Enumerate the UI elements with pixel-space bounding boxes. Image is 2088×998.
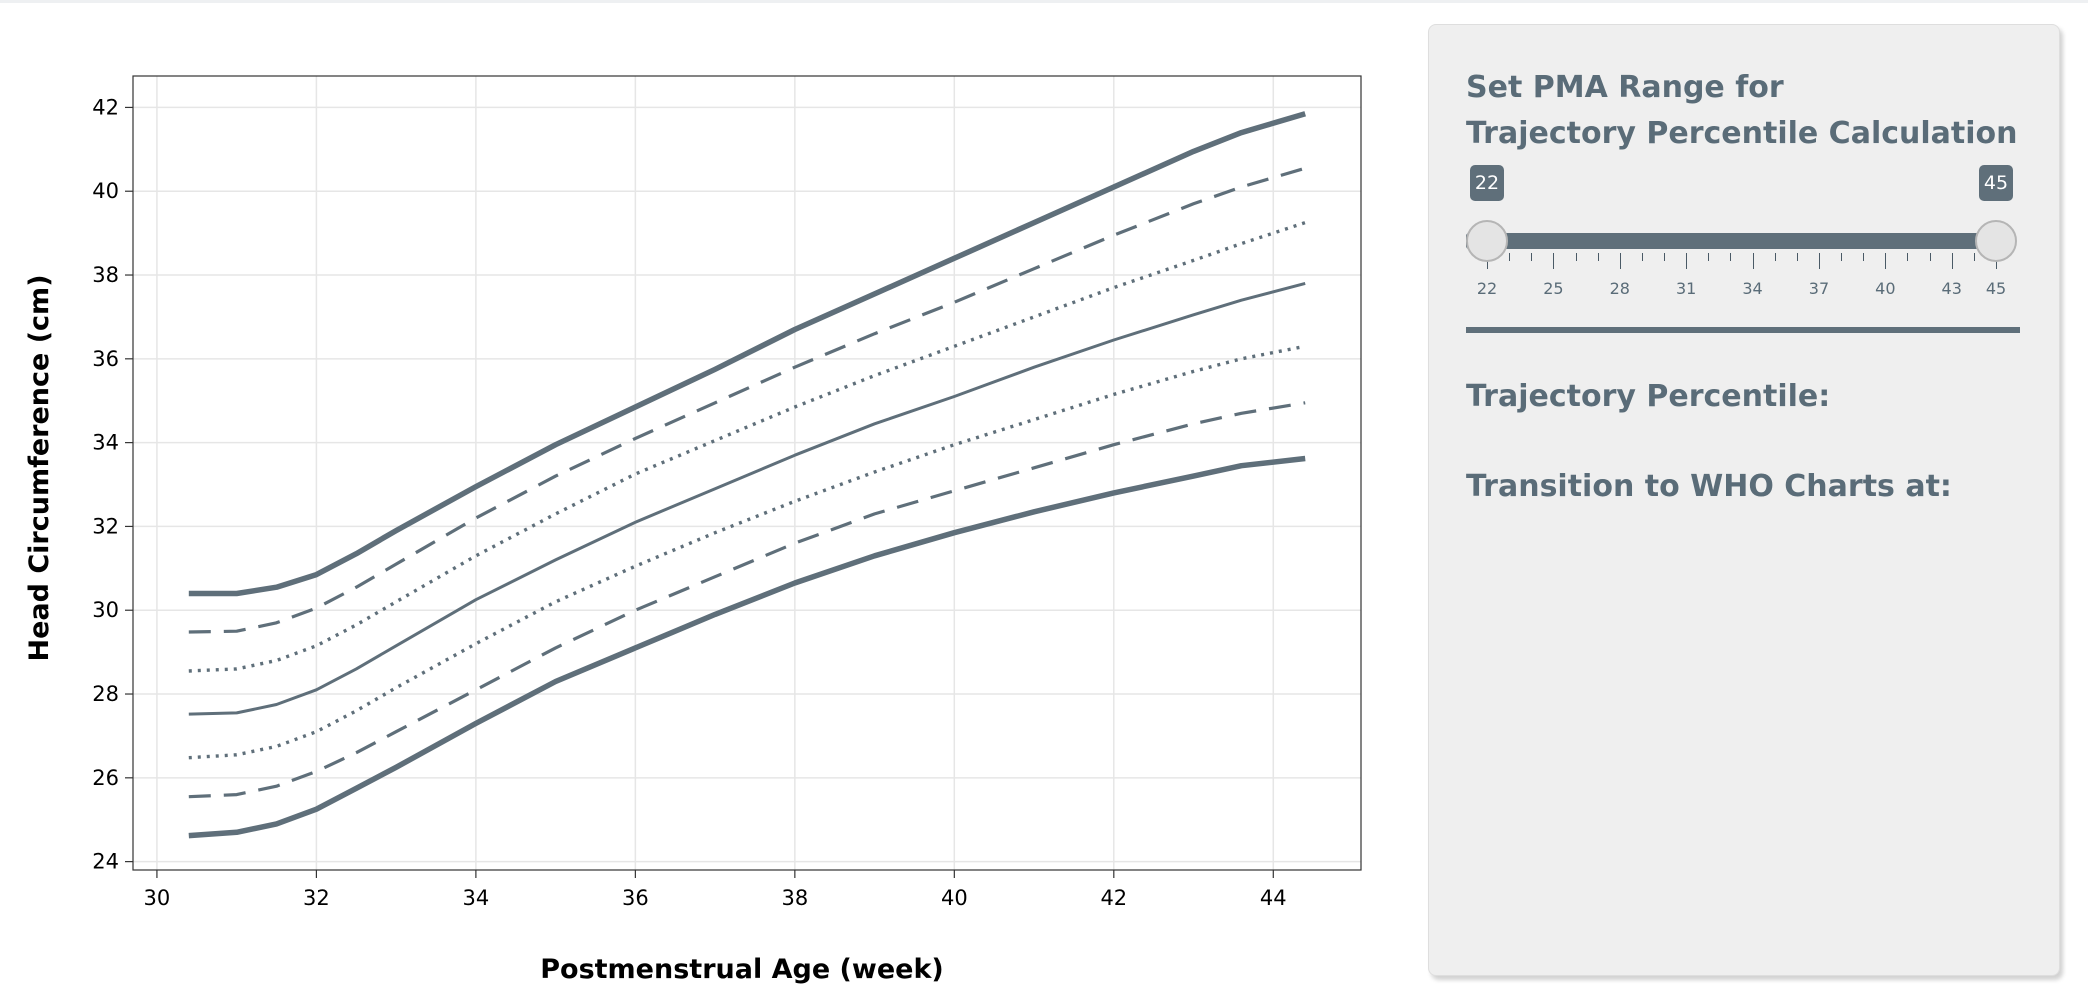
pma-range-slider[interactable]: 22 25 28 31 34 37 40 43 45 22 45 [1466,165,2026,305]
percentile-curve-1 [188,455,1306,839]
panel-divider [1466,327,2020,333]
y-tick-label: 38 [92,263,119,287]
x-tick-label: 32 [303,886,330,910]
slider-minor-tick [1575,253,1577,261]
slider-tick-label: 45 [1985,279,2007,298]
slider-tick-label: 40 [1875,279,1896,298]
y-tick-label: 32 [92,514,119,538]
slider-minor-tick [1664,253,1666,261]
slider-minor-tick [1597,253,1599,261]
y-tick-label: 40 [92,179,119,203]
plot-border [132,75,1362,871]
percentile-curve-6 [188,166,1306,634]
slider-minor-tick [1730,253,1732,261]
slider-track[interactable] [1466,233,1996,249]
percentile-curve-2 [188,401,1306,799]
slider-minor-tick [1708,253,1710,261]
panel-title-line2: Trajectory Percentile Calculation [1466,116,2018,151]
x-tick-label: 30 [144,886,171,910]
x-tick-label: 42 [1100,886,1127,910]
slider-tick-label: 37 [1808,279,1830,298]
slider-major-tick [1553,253,1555,269]
slider-minor-tick [1531,253,1533,261]
percentile-curves [188,111,1306,839]
y-tick-label: 30 [92,598,119,622]
slider-major-tick [1686,253,1688,269]
slider-minor-tick [1509,253,1511,261]
slider-minor-tick [1796,253,1798,261]
head-circumference-chart: 30 32 34 36 38 40 42 44 24 26 28 30 32 34 36 38 40 42 Po… [24,75,1362,985]
slider-minor-tick [1774,253,1776,261]
slider-major-tick [1951,253,1953,269]
y-tick-label: 26 [92,766,119,790]
plot-area [133,76,1361,870]
slider-minor-tick [1641,253,1643,261]
x-tick-label: 36 [622,886,649,910]
y-tick-label: 28 [92,682,119,706]
y-axis-ticks: 24 26 28 30 32 34 36 38 40 42 [92,95,133,874]
panel-title-line1: Set PMA Range for [1466,70,1784,105]
x-tick-label: 34 [463,886,490,910]
slider-high-value-label: 45 [1979,165,2013,201]
percentile-curve-4 [188,281,1306,716]
y-tick-label: 34 [92,431,119,455]
x-tick-label: 38 [781,886,808,910]
y-tick-label: 36 [92,347,119,371]
pma-range-panel: Set PMA Range for Trajectory Percentile … [1428,24,2060,976]
slider-tick-label: 31 [1675,279,1697,298]
x-axis-ticks: 30 32 34 36 38 40 42 44 [144,870,1287,910]
slider-minor-tick [1907,253,1909,261]
slider-tick-label: 25 [1543,279,1564,298]
gridlines [133,76,1361,870]
percentile-curve-7 [188,111,1306,597]
slider-tick-label: 28 [1609,279,1630,298]
slider-major-tick [1818,253,1820,269]
slider-minor-tick [1863,253,1865,261]
slider-minor-tick [1841,253,1843,261]
slider-minor-tick [1929,253,1931,261]
trajectory-percentile-label: Trajectory Percentile: [1466,379,1831,414]
slider-tick-label: 22 [1476,279,1498,298]
slider-high-handle[interactable] [1975,220,2017,262]
slider-major-tick [1885,253,1887,269]
panel-title: Set PMA Range for Trajectory Percentile … [1466,65,2017,157]
slider-tick-label: 34 [1742,279,1763,298]
slider-low-handle[interactable] [1466,220,1508,262]
x-tick-label: 44 [1260,886,1287,910]
slider-tick-label: 43 [1941,279,1962,298]
slider-major-tick [1619,253,1621,269]
slider-low-value-label: 22 [1470,165,1504,201]
y-tick-label: 24 [92,850,119,874]
x-tick-label: 40 [941,886,968,910]
y-axis-label: Head Circumference (cm) [24,274,55,661]
y-tick-label: 42 [92,95,119,119]
transition-who-label: Transition to WHO Charts at: [1466,469,1952,504]
x-axis-label: Postmenstrual Age (week) [540,954,944,985]
slider-minor-tick [1973,253,1975,261]
top-rule [0,0,2088,3]
slider-major-tick [1752,253,1754,269]
